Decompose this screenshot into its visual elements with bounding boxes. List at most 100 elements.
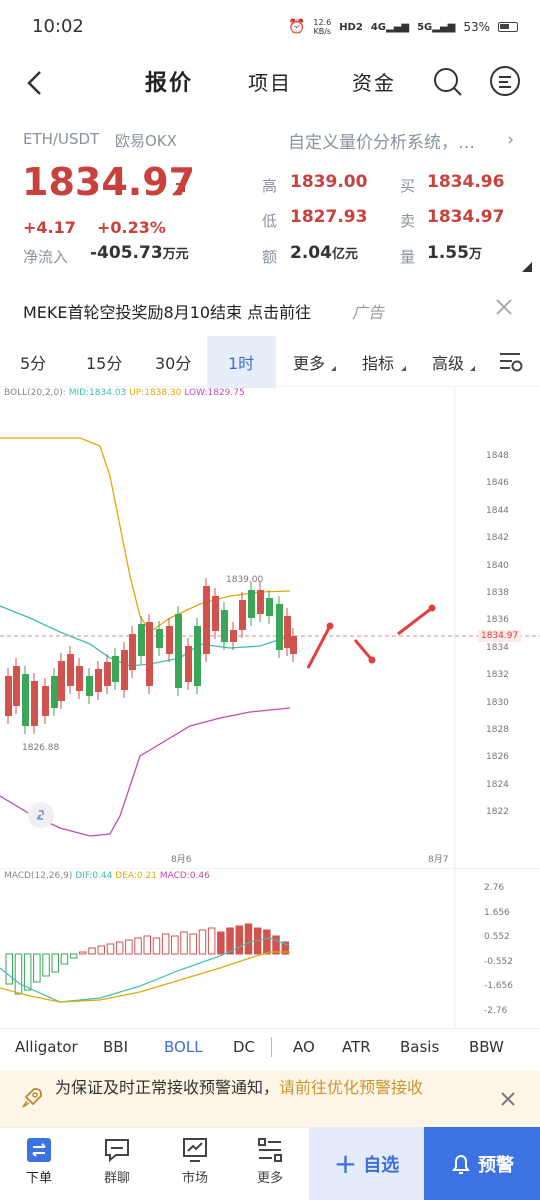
indicator-alligator[interactable]: Alligator <box>15 1038 78 1056</box>
candlestick-chart[interactable] <box>0 386 540 868</box>
candle-body <box>248 590 255 618</box>
back-icon[interactable] <box>24 68 46 98</box>
candle-body <box>276 604 283 650</box>
bottom-nav-market[interactable]: 市场 <box>174 1137 216 1193</box>
alert-notice[interactable]: 为保证及时正常接收预警通知，请前往优化预警接收 <box>0 1071 540 1127</box>
netflow-label: 净流入 <box>23 248 69 266</box>
candle-body <box>129 634 136 670</box>
add-watchlist-button[interactable]: + 自选 <box>309 1127 424 1200</box>
period-tab-5m[interactable]: 5分 <box>20 354 47 373</box>
volume-value: 1.55万 <box>427 243 482 263</box>
macd-histogram-bar <box>42 953 50 977</box>
period-tab-30m[interactable]: 30分 <box>155 354 192 373</box>
candle-body <box>239 600 246 630</box>
indicator-dc[interactable]: DC <box>233 1038 256 1056</box>
low-label: 低 <box>262 212 278 230</box>
annotation-arrow-head <box>428 604 436 612</box>
macd-histogram-bar <box>79 951 87 955</box>
macd-legend: MACD(12,26,9) DIF:0.44 DEA:0.21 MACD:0.4… <box>4 871 210 881</box>
macd-histogram-bar <box>217 931 225 955</box>
macd-histogram-bar <box>134 937 142 955</box>
candle-body <box>121 650 128 690</box>
tab-project[interactable]: 项目 <box>248 71 292 95</box>
hd-badge: HD2 <box>339 21 363 33</box>
candle-body <box>284 616 291 648</box>
period-tab-1h[interactable]: 1时 <box>228 354 255 373</box>
indicator-bbw[interactable]: BBW <box>469 1038 504 1056</box>
macd-histogram-bar <box>14 953 23 995</box>
status-time: 10:02 <box>32 16 84 37</box>
buy-label: 买 <box>400 177 416 195</box>
candle-body <box>22 674 29 726</box>
macd-histogram-bar <box>189 933 197 955</box>
ad-banner[interactable]: MEKE首轮空投奖励8月10结束 点击前往 广告 <box>0 285 540 333</box>
netflow-value: -405.73万元 <box>90 243 189 263</box>
period-tab-advanced[interactable]: 高级 <box>432 354 465 373</box>
annotation-arrow <box>353 639 374 661</box>
candle-body <box>290 636 297 654</box>
signal-4g-icon: 4G▂▄▆ <box>370 21 410 33</box>
price-axis-label: 1836 <box>486 615 509 626</box>
candle-body <box>104 662 111 686</box>
boll-mid-line <box>0 605 291 667</box>
period-tab-highlight <box>207 336 276 388</box>
exchange-name: 欧易OKX <box>115 132 177 150</box>
indicator-ao[interactable]: AO <box>293 1038 315 1056</box>
buy-value: 1834.96 <box>427 172 505 192</box>
link-icon[interactable] <box>28 802 54 828</box>
boll-upper-line <box>0 437 291 633</box>
status-bar: 10:02 ⏰ 12.6 KB/s HD2 4G▂▄▆ 5G▂▄▆ 53% <box>0 0 540 56</box>
more-icon <box>258 1138 282 1162</box>
price-axis-label: 1824 <box>486 779 509 790</box>
macd-chart[interactable] <box>0 868 540 1028</box>
macd-histogram-bar <box>115 941 124 955</box>
indicator-boll[interactable]: BOLL <box>164 1038 203 1056</box>
macd-histogram-bar <box>161 933 170 955</box>
annotation-arrow-head <box>368 656 376 664</box>
pair-name: ETH/USDT <box>23 130 100 148</box>
indicator-bbi[interactable]: BBI <box>103 1038 129 1056</box>
macd-axis-label: -2.76 <box>484 1006 508 1016</box>
period-tab-15m[interactable]: 15分 <box>86 354 123 373</box>
candle-body <box>67 654 74 686</box>
candle-body <box>156 629 163 648</box>
search-icon[interactable] <box>432 66 464 98</box>
macd-axis-label: 0.552 <box>484 932 510 943</box>
period-tab-more[interactable]: 更多 <box>293 354 326 373</box>
rocket-icon <box>20 1086 44 1114</box>
macd-histogram-bar <box>143 935 151 955</box>
promo-link[interactable]: 自定义量价分析系统，… › <box>288 130 514 153</box>
close-icon[interactable] <box>494 297 514 321</box>
candle-body <box>95 669 102 692</box>
macd-histogram-bar <box>235 925 243 955</box>
notice-link[interactable]: 请前往优化预警接收 <box>279 1078 424 1097</box>
alert-button[interactable]: 预警 <box>424 1127 540 1200</box>
alarm-icon: ⏰ <box>287 19 306 35</box>
chat-icon <box>105 1139 129 1163</box>
high-label: 高 <box>262 177 278 195</box>
period-tab-indicators[interactable]: 指标 <box>362 354 395 373</box>
candle-body <box>166 626 173 654</box>
tab-funds[interactable]: 资金 <box>352 71 396 95</box>
sell-value: 1834.97 <box>427 207 505 227</box>
menu-icon[interactable] <box>488 64 522 98</box>
dea-line <box>0 951 290 1003</box>
macd-histogram-bar <box>23 953 32 991</box>
macd-histogram-bar <box>244 923 253 955</box>
expand-corner-icon[interactable] <box>522 262 532 272</box>
low-value: 1827.93 <box>290 207 368 227</box>
macd-histogram-bar <box>207 927 216 955</box>
bottom-nav-order[interactable]: 下单 <box>18 1137 60 1193</box>
close-icon[interactable] <box>499 1090 517 1112</box>
bottom-nav-chat[interactable]: 群聊 <box>96 1137 138 1193</box>
bottom-nav-more[interactable]: 更多 <box>249 1137 291 1193</box>
indicator-basis[interactable]: Basis <box>400 1038 440 1056</box>
candle-body <box>31 681 38 726</box>
indicator-atr[interactable]: ATR <box>342 1038 371 1056</box>
chart-settings-icon[interactable] <box>498 350 524 378</box>
tab-quote[interactable]: 报价 <box>145 71 194 96</box>
top-nav: 报价 项目 资金 <box>0 56 540 108</box>
candle-body <box>203 586 210 654</box>
price-axis-label: 1846 <box>486 478 509 489</box>
signal-5g-icon: 5G▂▄▆ <box>417 21 456 33</box>
